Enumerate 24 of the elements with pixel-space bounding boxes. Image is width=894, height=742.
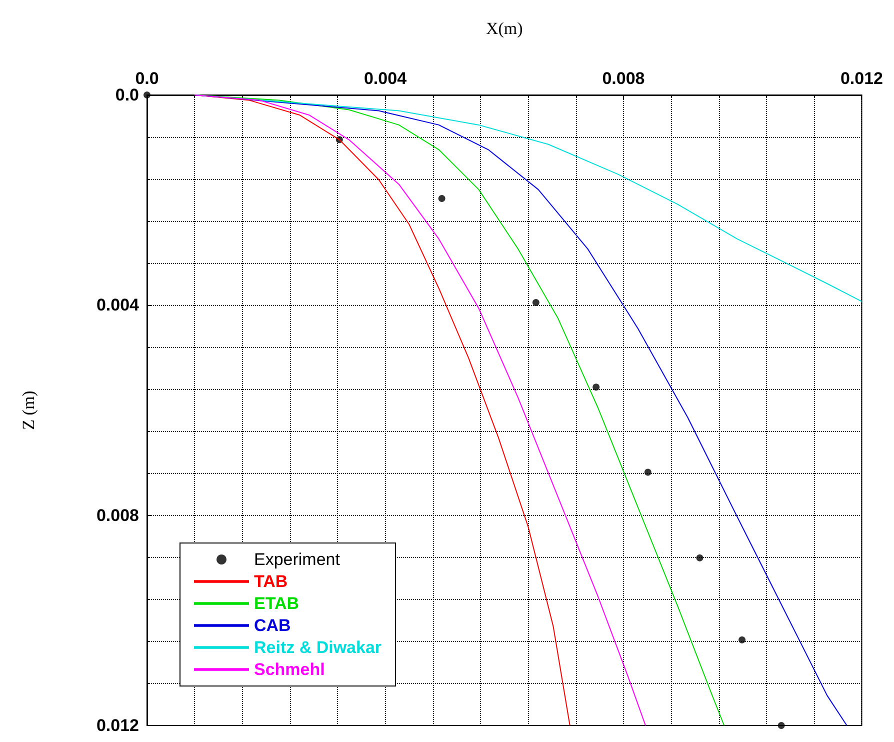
y-tick-label: 0.0 — [115, 86, 139, 104]
legend-label: CAB — [254, 616, 291, 635]
x-axis-title: X(m) — [486, 19, 523, 38]
point — [778, 722, 785, 729]
point — [738, 636, 746, 644]
legend-label: TAB — [254, 572, 288, 591]
legend-label: ETAB — [254, 594, 300, 613]
point — [644, 468, 652, 476]
y-tick-label: 0.012 — [96, 716, 139, 735]
legend-label: Schmehl — [254, 660, 325, 679]
x-tick-label: 0.0 — [135, 69, 159, 88]
x-tick-label: 0.012 — [840, 69, 884, 88]
y-tick-label: 0.008 — [96, 506, 139, 525]
x-tick-label: 0.004 — [364, 69, 408, 88]
y-axis-title: Z (m) — [19, 390, 38, 430]
y-tick-label: 0.004 — [96, 296, 140, 315]
point — [696, 554, 704, 562]
legend-label: Reitz & Diwakar — [254, 638, 382, 657]
point — [438, 195, 446, 202]
x-tick-label: 0.008 — [602, 69, 645, 88]
point — [144, 92, 150, 98]
point — [532, 299, 540, 306]
legend-label: Experiment — [254, 550, 340, 569]
point — [592, 384, 600, 391]
